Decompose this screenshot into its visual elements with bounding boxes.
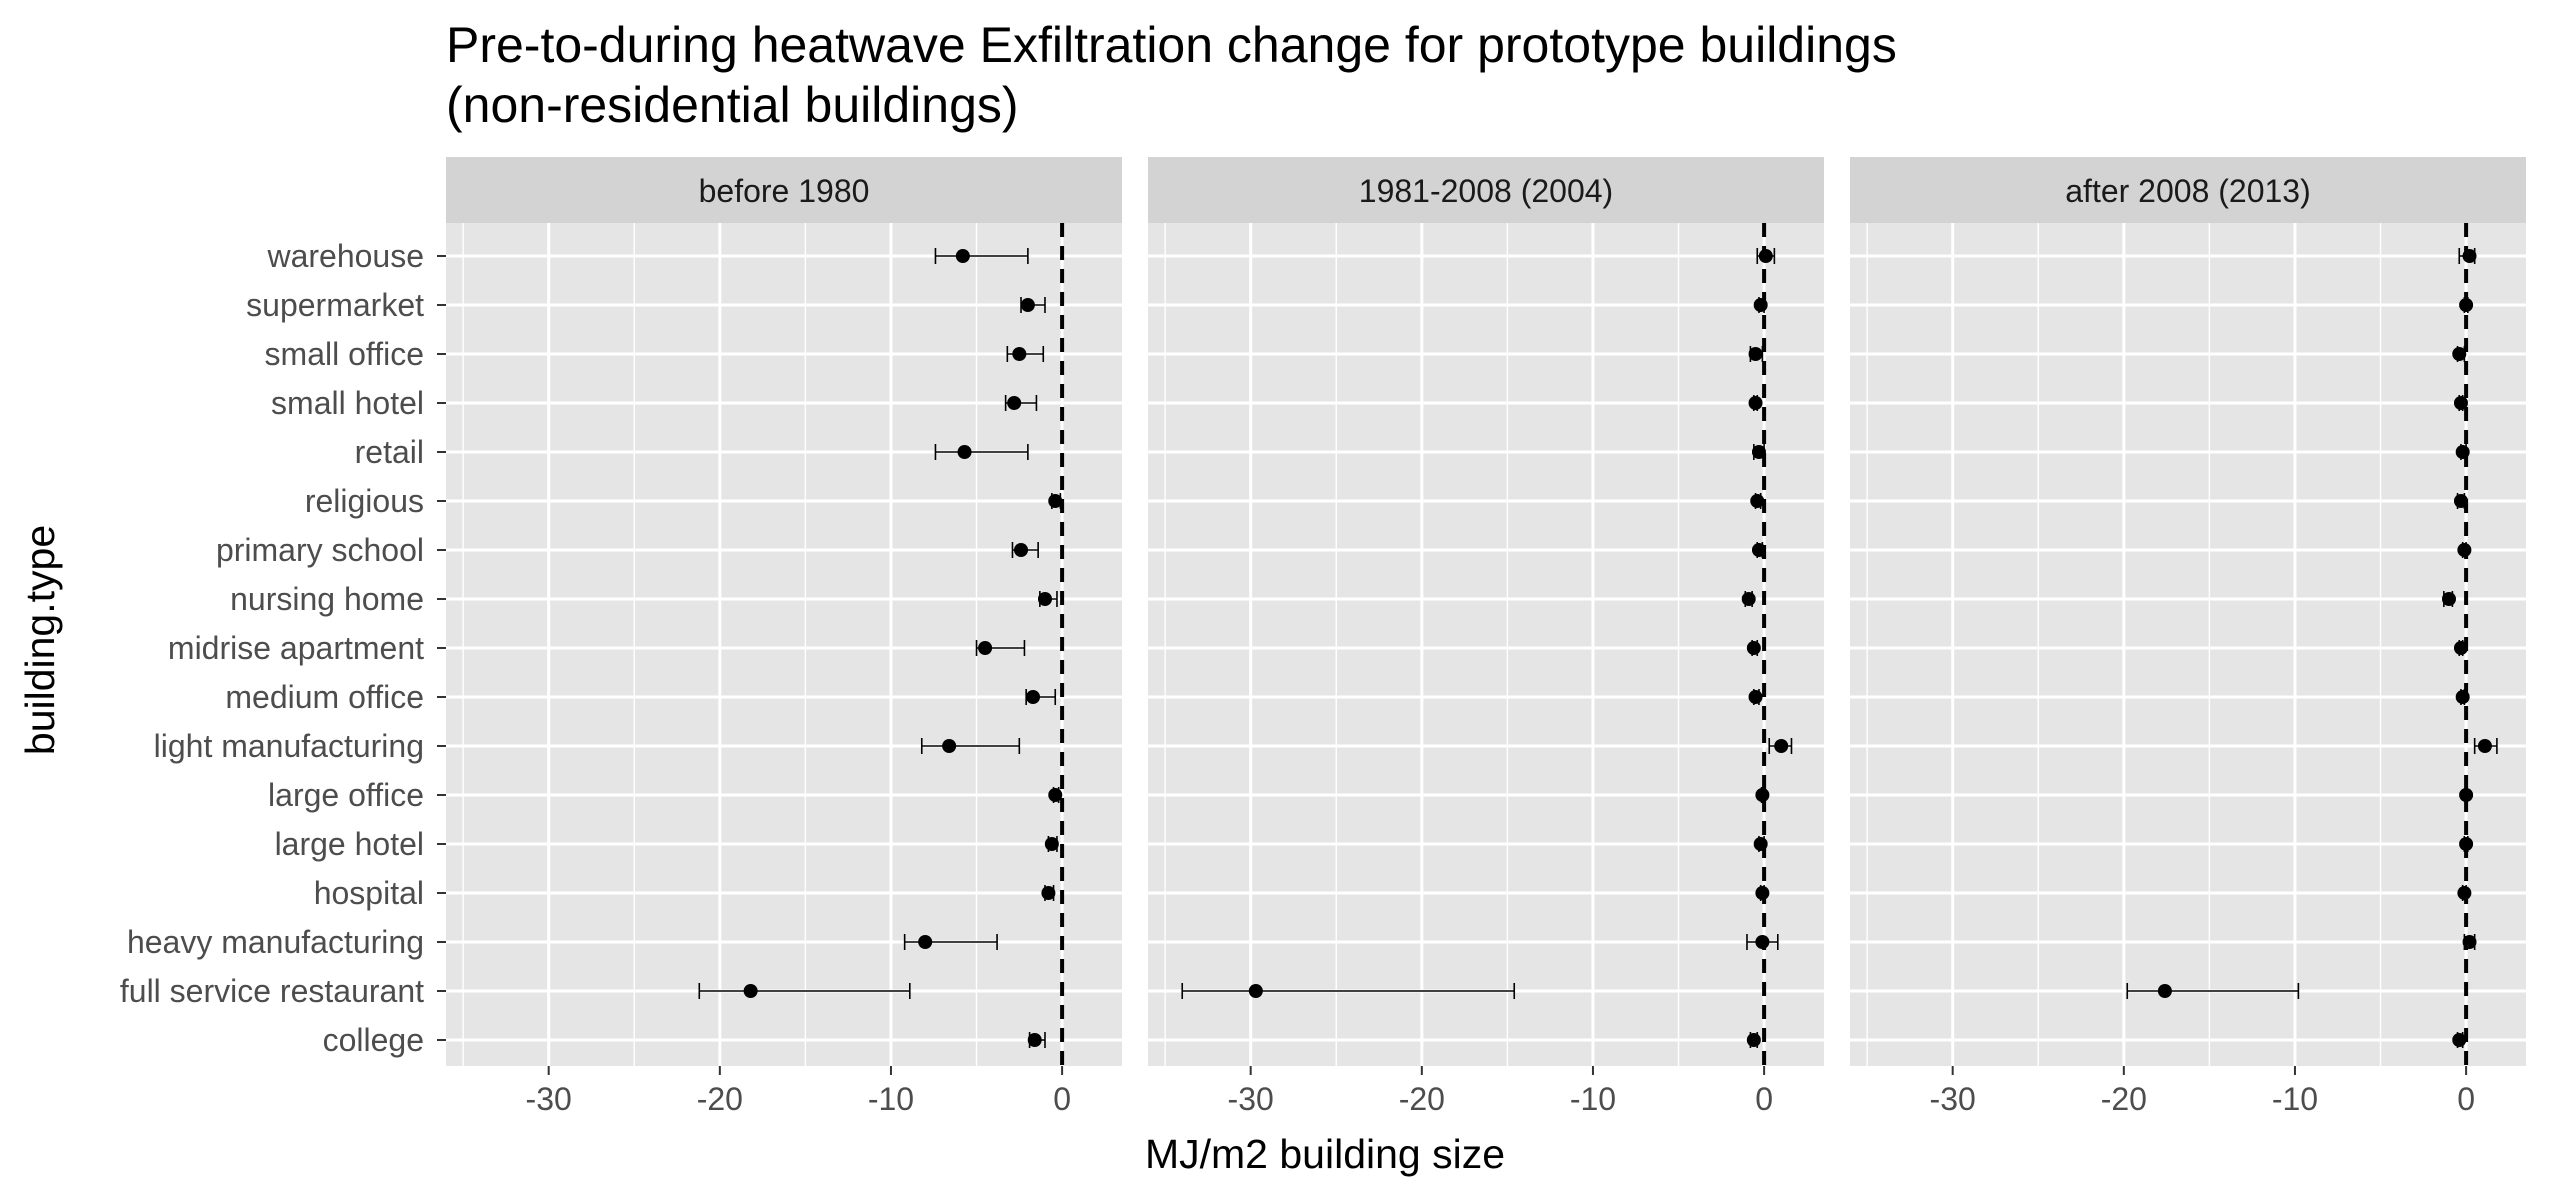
data-point bbox=[1774, 739, 1789, 753]
data-point bbox=[2157, 984, 2172, 998]
y-tick-label: full service restaurant bbox=[120, 973, 424, 1009]
y-tick-label: supermarket bbox=[246, 287, 424, 323]
data-point bbox=[957, 445, 972, 459]
data-point bbox=[2455, 690, 2470, 704]
x-tick-label: 0 bbox=[1053, 1081, 1071, 1117]
data-point bbox=[2452, 1033, 2467, 1047]
data-point bbox=[1741, 592, 1756, 606]
data-point bbox=[1026, 690, 1041, 704]
data-point bbox=[1748, 690, 1763, 704]
panel-background bbox=[446, 223, 1122, 1066]
data-point bbox=[1027, 1033, 1042, 1047]
x-tick-label: -10 bbox=[2272, 1081, 2318, 1117]
facet-strip bbox=[446, 157, 1122, 223]
y-tick-label: religious bbox=[305, 483, 424, 519]
data-point bbox=[955, 249, 970, 263]
data-point bbox=[1048, 788, 1063, 802]
data-point bbox=[2453, 494, 2468, 508]
y-tick-label: heavy manufacturing bbox=[127, 924, 424, 960]
x-tick-label: -30 bbox=[526, 1081, 572, 1117]
data-point bbox=[1048, 494, 1063, 508]
data-point bbox=[2459, 298, 2474, 312]
data-point bbox=[1014, 543, 1029, 557]
data-point bbox=[1012, 347, 1027, 361]
data-point bbox=[2452, 347, 2467, 361]
facet-strip-label: 1981-2008 (2004) bbox=[1359, 173, 1613, 209]
x-tick-label: -10 bbox=[868, 1081, 914, 1117]
data-point bbox=[1755, 886, 1770, 900]
data-point bbox=[1755, 788, 1770, 802]
data-point bbox=[2453, 396, 2468, 410]
y-tick-label: small hotel bbox=[271, 385, 424, 421]
facet-panel: before 1980 -30 -20 -10 0 bbox=[446, 157, 1122, 1117]
facet-strip bbox=[1148, 157, 1824, 223]
data-point bbox=[1750, 494, 1765, 508]
data-point bbox=[2441, 592, 2456, 606]
data-point bbox=[2453, 641, 2468, 655]
chart-title-line-1: Pre-to-during heatwave Exfiltration chan… bbox=[446, 17, 1897, 73]
data-point bbox=[2457, 886, 2472, 900]
data-point bbox=[942, 739, 957, 753]
data-point bbox=[1020, 298, 1035, 312]
data-point bbox=[2459, 788, 2474, 802]
facet-panel: 1981-2008 (2004) -30 -20 -10 0 bbox=[1148, 157, 1824, 1117]
data-point bbox=[2457, 543, 2472, 557]
data-point bbox=[1746, 641, 1761, 655]
y-tick-label: large office bbox=[268, 777, 424, 813]
facet-strip bbox=[1850, 157, 2526, 223]
data-point bbox=[2455, 445, 2470, 459]
y-axis: warehouse supermarket small office small ho… bbox=[120, 238, 446, 1058]
data-point bbox=[2462, 249, 2477, 263]
y-tick-label: primary school bbox=[216, 532, 424, 568]
data-point bbox=[2459, 837, 2474, 851]
chart-title-line-2: (non-residential buildings) bbox=[446, 77, 1019, 133]
x-tick-label: -10 bbox=[1570, 1081, 1616, 1117]
data-point bbox=[1044, 837, 1059, 851]
y-tick-label: medium office bbox=[225, 679, 424, 715]
data-point bbox=[1751, 543, 1766, 557]
x-tick-label: 0 bbox=[1755, 1081, 1773, 1117]
x-tick-label: -20 bbox=[2101, 1081, 2147, 1117]
x-axis-title: MJ/m2 building size bbox=[1145, 1131, 1505, 1177]
y-tick-label: warehouse bbox=[266, 238, 424, 274]
data-point bbox=[1007, 396, 1022, 410]
x-tick-label: -20 bbox=[1399, 1081, 1445, 1117]
y-tick-label: hospital bbox=[314, 875, 424, 911]
data-point bbox=[2477, 739, 2492, 753]
x-tick-label: -30 bbox=[1930, 1081, 1976, 1117]
data-point bbox=[1751, 445, 1766, 459]
data-point bbox=[1753, 298, 1768, 312]
y-tick-label: light manufacturing bbox=[154, 728, 424, 764]
y-tick-label: nursing home bbox=[230, 581, 424, 617]
data-point bbox=[1753, 837, 1768, 851]
y-axis-title: building.type bbox=[17, 525, 63, 755]
facet-strip-label: before 1980 bbox=[699, 173, 870, 209]
data-point bbox=[1755, 935, 1770, 949]
data-point bbox=[1248, 984, 1263, 998]
facet-panel: after 2008 (2013) -30 -20 -10 0 bbox=[1850, 157, 2526, 1117]
data-point bbox=[1748, 396, 1763, 410]
data-point bbox=[918, 935, 933, 949]
y-tick-label: small office bbox=[265, 336, 424, 372]
y-tick-label: college bbox=[323, 1022, 424, 1058]
panel-background bbox=[1850, 223, 2526, 1066]
data-point bbox=[1037, 592, 1052, 606]
data-point bbox=[1748, 347, 1763, 361]
x-tick-label: -20 bbox=[697, 1081, 743, 1117]
x-tick-label: -30 bbox=[1228, 1081, 1274, 1117]
data-point bbox=[1758, 249, 1773, 263]
y-tick-label: midrise apartment bbox=[168, 630, 424, 666]
data-point bbox=[2462, 935, 2477, 949]
y-tick-label: retail bbox=[355, 434, 424, 470]
data-point bbox=[743, 984, 758, 998]
panel-background bbox=[1148, 223, 1824, 1066]
facet-strip-label: after 2008 (2013) bbox=[2065, 173, 2311, 209]
facet-panels: before 1980 -30 -20 -10 0 1981-2008 (2004) -30… bbox=[446, 157, 2526, 1117]
data-point bbox=[978, 641, 993, 655]
data-point bbox=[1746, 1033, 1761, 1047]
y-tick-label: large hotel bbox=[275, 826, 424, 862]
data-point bbox=[1041, 886, 1056, 900]
x-tick-label: 0 bbox=[2457, 1081, 2475, 1117]
